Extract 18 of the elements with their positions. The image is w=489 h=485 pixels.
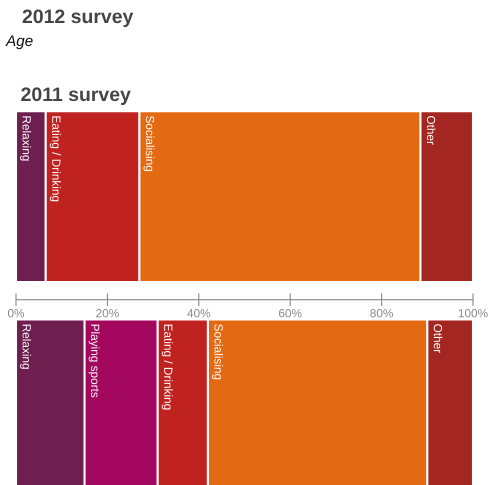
- text: Eating / Drinking: [162, 324, 173, 410]
- x-tick-label: 100%: [458, 309, 488, 318]
- text: Socialising: [212, 324, 224, 380]
- x-tick-label: 20%: [96, 309, 119, 318]
- series-label: Playing sports: [88, 324, 100, 398]
- chart-title: 2012 survey: [22, 9, 134, 28]
- text: Relaxing: [20, 324, 32, 369]
- x-tick-label: 80%: [370, 309, 393, 318]
- text: Other: [434, 324, 442, 353]
- series-label: Relaxing: [20, 116, 32, 161]
- x-tick-label: 0%: [8, 309, 24, 318]
- x-tick-label: 40%: [187, 309, 210, 318]
- x-tick-label: 60%: [278, 309, 302, 318]
- y-tick-label: 2011 survey: [21, 87, 131, 105]
- series-label: Eating / Drinking: [50, 116, 61, 202]
- chart-subtitle: Age: [5, 35, 33, 50]
- series-label: Socialising: [144, 116, 155, 172]
- series-label: Other: [426, 116, 436, 145]
